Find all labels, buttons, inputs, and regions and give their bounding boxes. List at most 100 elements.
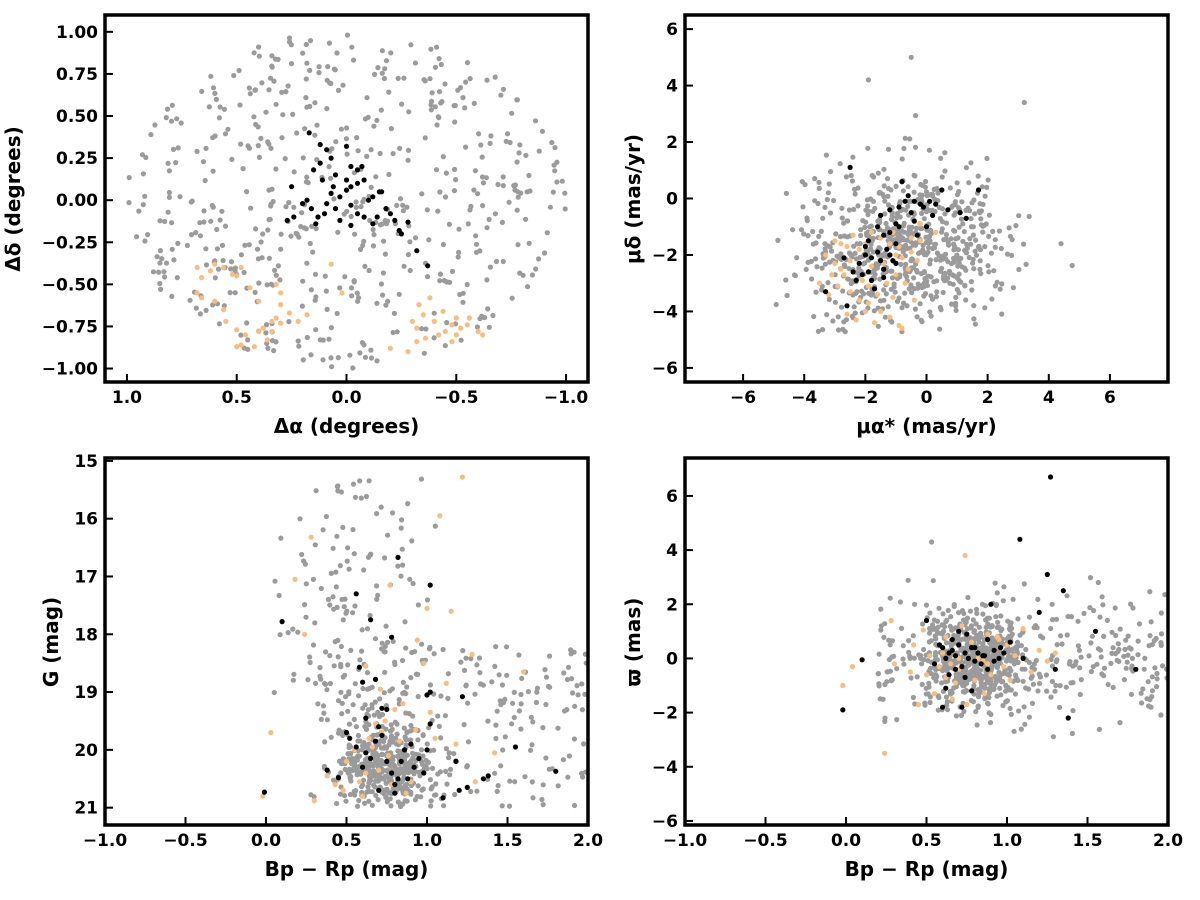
point-field [391, 310, 397, 316]
point-field [447, 772, 453, 778]
point-field [1070, 680, 1076, 686]
point-field [893, 183, 899, 189]
point-field [523, 216, 529, 222]
point-field [993, 614, 999, 620]
point-tail [247, 285, 253, 291]
point-field [968, 224, 975, 230]
point-field [1035, 688, 1041, 694]
point-field [798, 227, 805, 233]
point-members [348, 163, 354, 170]
point-field [400, 562, 406, 568]
point-field [203, 262, 210, 268]
point-field [408, 737, 414, 743]
point-members [379, 732, 385, 739]
point-field [341, 793, 348, 799]
point-field [509, 721, 515, 727]
point-field [963, 664, 969, 670]
point-field [897, 599, 904, 605]
point-field [410, 580, 416, 587]
point-field [352, 494, 358, 500]
point-field [339, 700, 345, 706]
point-field [970, 256, 976, 263]
point-field [974, 610, 980, 617]
point-field [413, 671, 419, 677]
point-field [405, 252, 411, 258]
point-field [514, 207, 520, 213]
point-field [964, 680, 970, 686]
point-field [865, 77, 872, 83]
point-field [371, 232, 377, 238]
point-field [500, 86, 506, 92]
point-field [429, 90, 435, 96]
point-field [1036, 680, 1043, 687]
point-field [973, 252, 980, 258]
point-tail [868, 263, 875, 269]
point-members [1020, 655, 1026, 662]
point-field [1009, 252, 1015, 258]
point-field [967, 236, 973, 242]
point-field [568, 647, 574, 653]
point-field [263, 322, 270, 328]
point-field [344, 151, 350, 157]
point-members [949, 636, 955, 643]
point-field [986, 212, 993, 218]
point-field [312, 620, 318, 626]
x-tick-label: 1.0 [412, 831, 442, 851]
point-field [775, 237, 781, 243]
point-field [846, 207, 853, 213]
point-field [973, 237, 979, 243]
point-field [238, 332, 244, 338]
point-field [868, 292, 874, 298]
y-tick-label: 18 [74, 625, 98, 645]
point-tail [1028, 669, 1034, 675]
point-field [499, 803, 505, 809]
point-field [1158, 631, 1165, 637]
point-field [951, 685, 957, 691]
point-tail [887, 314, 893, 320]
point-tail [278, 302, 284, 308]
point-field [216, 321, 222, 327]
point-field [312, 542, 318, 548]
point-field [364, 153, 370, 159]
point-field [886, 637, 892, 643]
point-tail [948, 661, 954, 667]
point-field [203, 246, 209, 252]
point-field [826, 181, 832, 187]
point-field [346, 721, 353, 727]
point-field [1110, 645, 1116, 651]
point-tail [422, 335, 429, 341]
point-field [395, 75, 401, 81]
point-field [308, 287, 314, 293]
point-field [1069, 730, 1075, 737]
point-field [927, 665, 934, 671]
point-field [550, 189, 556, 195]
point-field [823, 152, 830, 158]
point-field [458, 659, 464, 665]
point-field [862, 260, 868, 266]
y-axis-label: Δδ (degrees) [1, 126, 25, 272]
point-field [928, 670, 934, 677]
point-field [379, 640, 385, 646]
point-field [509, 110, 515, 116]
point-field [947, 691, 954, 697]
point-field [960, 238, 966, 244]
point-field [489, 679, 495, 685]
point-field [889, 319, 895, 325]
point-field [943, 256, 949, 262]
point-field [334, 50, 340, 56]
point-field [238, 252, 244, 258]
point-field [405, 147, 412, 153]
point-field [380, 292, 386, 298]
point-members [480, 776, 486, 782]
y-tick-label: 16 [74, 510, 98, 530]
point-field [935, 693, 941, 699]
point-field [156, 269, 162, 275]
point-field [335, 229, 341, 235]
point-field [446, 750, 452, 756]
point-field [219, 208, 225, 214]
point-field [395, 748, 401, 754]
point-field [282, 156, 288, 162]
point-members [332, 206, 339, 212]
point-field [424, 597, 431, 603]
point-field [906, 649, 912, 656]
